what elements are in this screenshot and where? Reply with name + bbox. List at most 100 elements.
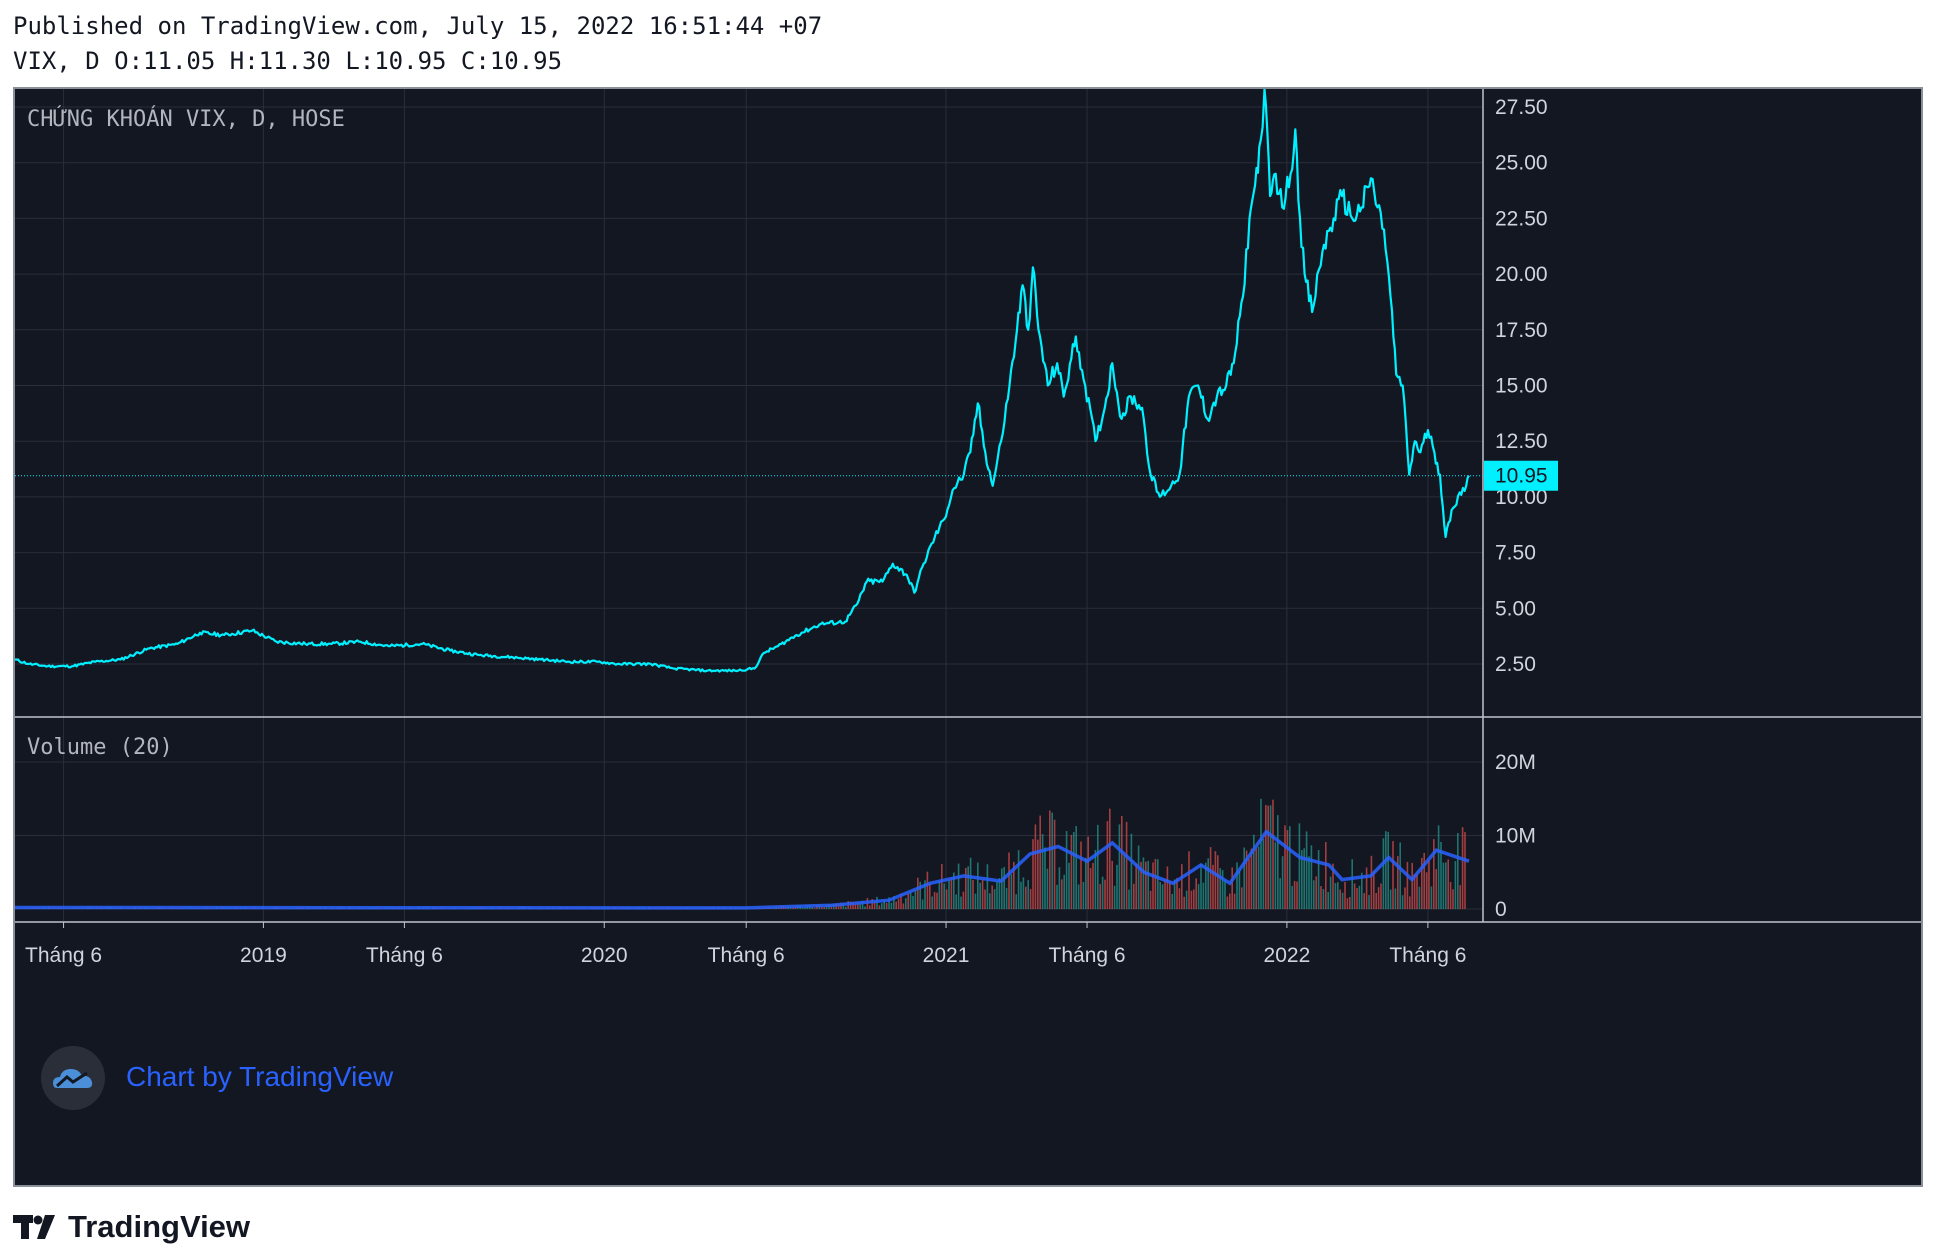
volume-bar: [1125, 821, 1128, 909]
volume-bar: [1207, 858, 1209, 909]
volume-bar: [1217, 855, 1219, 909]
volume-bar: [1051, 812, 1053, 909]
watermark-text[interactable]: Chart by TradingView: [126, 1061, 394, 1092]
x-tick-label: Tháng 6: [1389, 944, 1466, 967]
volume-bar: [1005, 887, 1008, 909]
volume-bar: [1423, 852, 1425, 909]
volume-bar: [885, 902, 888, 909]
volume-bar: [1135, 863, 1137, 909]
volume-bar: [1286, 830, 1289, 909]
volume-bar: [1178, 888, 1181, 909]
volume-bar: [1406, 861, 1409, 909]
volume-bar: [1152, 862, 1154, 909]
volume-bar: [1449, 881, 1452, 909]
volume-bar: [1322, 889, 1325, 909]
volume-bar: [924, 880, 926, 909]
volume-bar: [1109, 808, 1111, 909]
volume-bar: [1387, 831, 1389, 909]
volume-bar: [1221, 870, 1224, 909]
volume-bar: [1325, 842, 1327, 909]
volume-bar: [1116, 864, 1118, 909]
volume-bar: [1212, 864, 1214, 909]
volume-bar: [1241, 887, 1243, 909]
volume-bar: [1454, 861, 1457, 909]
volume-bar: [1303, 848, 1305, 909]
volume-bar: [1164, 879, 1166, 909]
volume-bar: [1145, 861, 1147, 909]
volume-bar: [1037, 839, 1039, 909]
volume-bar: [1401, 895, 1404, 909]
volume-tick-label: 20M: [1495, 751, 1536, 774]
volume-bar: [1250, 848, 1253, 909]
x-tick-label: 2022: [1264, 944, 1311, 967]
volume-bar: [1262, 838, 1265, 909]
volume-bar: [1293, 880, 1296, 909]
volume-bar: [1070, 834, 1073, 909]
volume-bar: [1195, 878, 1197, 909]
volume-bar: [1377, 887, 1380, 909]
volume-bar: [811, 907, 813, 909]
volume-bar: [1087, 836, 1089, 909]
y-tick-label: 22.50: [1495, 207, 1548, 230]
volume-tick-label: 0: [1495, 898, 1507, 921]
volume-bar: [1049, 810, 1051, 909]
chart-panel[interactable]: 2.50 5.00 7.50 10.00 12.50 15.00 17.50 20.00 22.…: [13, 87, 1923, 1187]
x-tick-label: 2021: [923, 944, 970, 967]
volume-bar: [1157, 859, 1159, 909]
volume-bar: [873, 901, 876, 909]
volume-bar: [1193, 889, 1195, 909]
volume-bar: [852, 902, 854, 909]
volume-bar: [1452, 889, 1454, 909]
volume-bar: [938, 880, 941, 909]
volume-bar: [1253, 834, 1255, 909]
volume-bar: [1361, 872, 1363, 909]
volume-bar: [981, 880, 984, 909]
published-line: Published on TradingView.com, July 15, 2…: [13, 12, 823, 40]
volume-bar: [955, 894, 957, 909]
volume-bar: [921, 899, 924, 909]
volume-bar: [1248, 858, 1250, 909]
volume-bar: [1421, 857, 1423, 909]
volume-bar: [1061, 879, 1063, 909]
price-volume-chart[interactable]: 2.50 5.00 7.50 10.00 12.50 15.00 17.50 20.00 22.…: [15, 89, 1921, 1185]
volume-bar: [960, 896, 962, 909]
volume-bar: [1394, 888, 1397, 909]
volume-bar: [1041, 834, 1044, 909]
volume-bar: [837, 904, 840, 909]
volume-bar: [1214, 851, 1217, 909]
volume-bar: [1128, 889, 1130, 909]
volume-bar: [1029, 888, 1032, 909]
volume-bar: [1039, 815, 1041, 909]
volume-bar: [1092, 862, 1094, 909]
volume-bar: [1265, 805, 1267, 909]
volume-bar: [919, 881, 921, 909]
volume-bar: [957, 863, 960, 909]
volume-bar: [878, 905, 881, 909]
volume-bar: [1200, 863, 1202, 909]
volume-bar: [1375, 892, 1377, 909]
volume-bar: [1238, 871, 1241, 909]
volume-bar: [1185, 890, 1188, 909]
volume-bar: [1166, 866, 1169, 909]
volume-bar: [1385, 831, 1387, 909]
y-tick-label: 27.50: [1495, 96, 1548, 119]
volume-label: Volume (20): [27, 735, 173, 760]
brand-footer[interactable]: TradingView: [13, 1209, 250, 1244]
x-tick-label: Tháng 6: [708, 944, 785, 967]
volume-bar: [1133, 883, 1135, 909]
volume-bar: [801, 907, 804, 909]
volume-bar: [917, 877, 919, 909]
volume-bar: [897, 898, 900, 909]
volume-bar: [1447, 859, 1449, 909]
volume-bar: [1123, 854, 1125, 909]
volume-bar: [1121, 816, 1123, 909]
y-tick-label: 15.00: [1495, 375, 1548, 398]
volume-bar: [1291, 885, 1293, 909]
volume-bar: [1094, 849, 1097, 909]
volume-bar: [1183, 896, 1185, 909]
volume-bar: [1272, 799, 1274, 909]
volume-bar: [1368, 895, 1370, 909]
volume-bar: [1063, 874, 1065, 909]
volume-bar: [1099, 884, 1101, 909]
volume-bar: [861, 900, 864, 909]
